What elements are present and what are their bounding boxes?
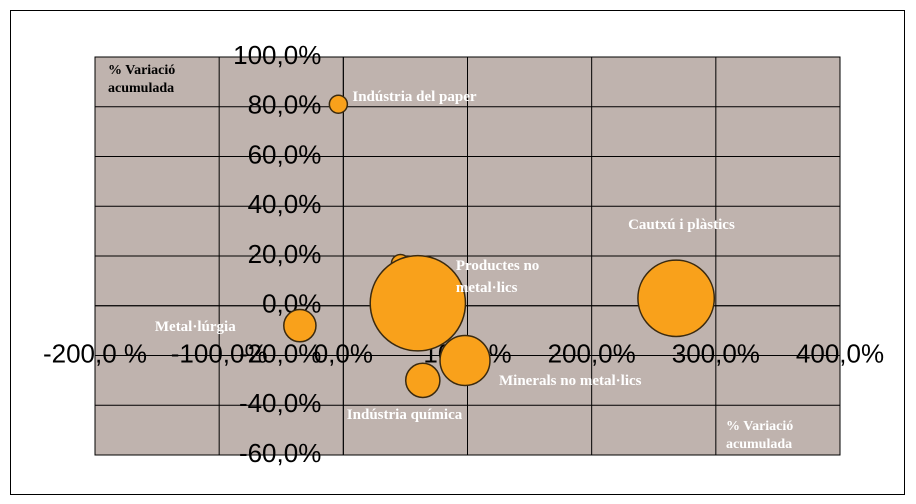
x-tick-label: 300,0% xyxy=(672,339,760,369)
bubble xyxy=(404,362,441,399)
y-tick-label: 20,0% xyxy=(248,239,322,269)
y-tick-label: -40,0% xyxy=(239,388,321,418)
data-label: Productes no metal·lics xyxy=(455,258,540,297)
x-tick-label: -100,0% xyxy=(171,339,268,369)
y-axis-title: % Variació acumulada xyxy=(108,63,176,96)
data-label: Indústria del paper xyxy=(352,89,477,106)
y-tick-label: 80,0% xyxy=(248,90,322,120)
data-label: Indústria química xyxy=(346,407,463,424)
y-tick-label: 100,0% xyxy=(233,40,321,70)
y-tick-label: -20,0% xyxy=(239,338,321,368)
x-axis-title: % Variació acumulada xyxy=(726,419,794,452)
bubble xyxy=(369,254,467,352)
x-tick-label: 200,0% xyxy=(548,339,636,369)
data-label: Minerals no metal·lics xyxy=(499,373,642,390)
data-label: Cautxú i plàstics xyxy=(628,217,735,234)
y-tick-label: 60,0% xyxy=(248,139,322,169)
y-tick-label: 40,0% xyxy=(248,189,322,219)
bubble xyxy=(283,308,317,343)
bubble xyxy=(637,259,716,338)
x-tick-label: -200,0 % xyxy=(43,339,147,369)
y-tick-label: -60,0% xyxy=(239,438,321,468)
data-label: Metal·lúrgia xyxy=(154,318,236,335)
x-tick-label: 400,0% xyxy=(796,339,884,369)
bubble xyxy=(439,334,491,387)
bubble xyxy=(328,94,349,115)
